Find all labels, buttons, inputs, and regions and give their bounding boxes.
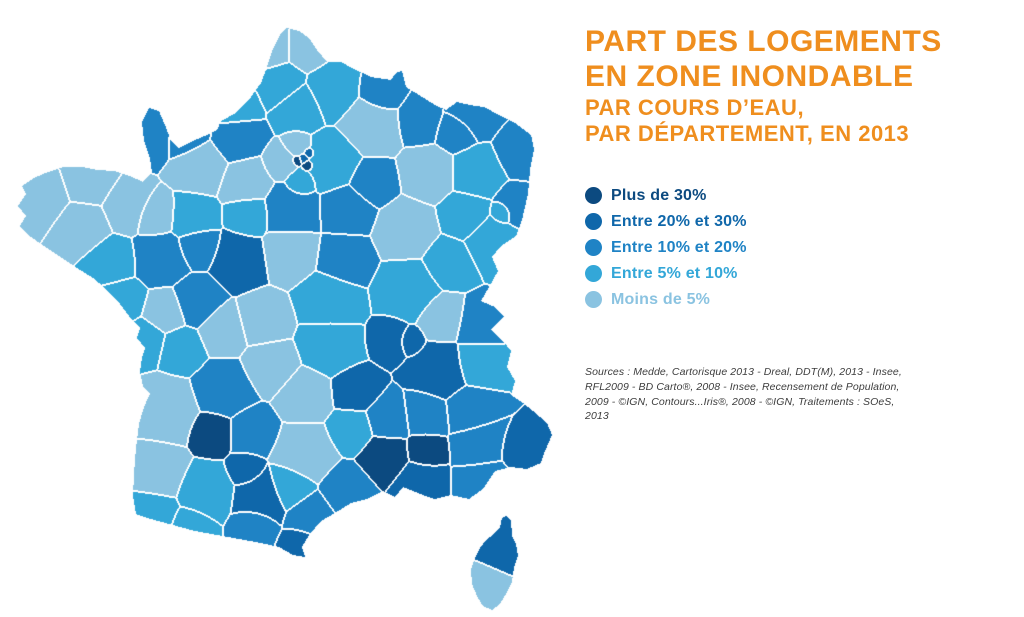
legend-item: Entre 20% et 30% [585, 209, 1015, 235]
legend-swatch-icon [585, 265, 602, 283]
title-line-2: EN ZONE INONDABLE [585, 60, 914, 94]
legend-label: Entre 20% et 30% [611, 212, 747, 230]
legend-swatch-icon [585, 239, 602, 257]
legend-label: Plus de 30% [611, 186, 707, 204]
legend-swatch-icon [585, 291, 602, 309]
title-line-3: PAR COURS D’EAU, [585, 94, 805, 120]
map-legend: Plus de 30% Entre 20% et 30% Entre 10% e… [585, 183, 1015, 313]
legend-item: Entre 5% et 10% [585, 261, 1015, 287]
legend-item: Plus de 30% [585, 183, 1015, 209]
page-title: PART DES LOGEMENTS EN ZONE INONDABLE PAR… [585, 24, 1015, 147]
legend-item: Moins de 5% [585, 287, 1015, 313]
legend-label: Moins de 5% [611, 290, 711, 308]
legend-swatch-icon [585, 187, 602, 205]
title-line-4: PAR DÉPARTEMENT, EN 2013 [585, 120, 910, 146]
legend-item: Entre 10% et 20% [585, 235, 1015, 261]
right-panel: PART DES LOGEMENTS EN ZONE INONDABLE PAR… [585, 24, 1015, 435]
sources-note: Sources : Medde, Cartorisque 2013 - Drea… [585, 365, 902, 423]
title-line-1: PART DES LOGEMENTS [585, 25, 942, 58]
legend-swatch-icon [585, 213, 602, 231]
legend-label: Entre 10% et 20% [611, 238, 747, 256]
legend-label: Entre 5% et 10% [611, 264, 738, 282]
